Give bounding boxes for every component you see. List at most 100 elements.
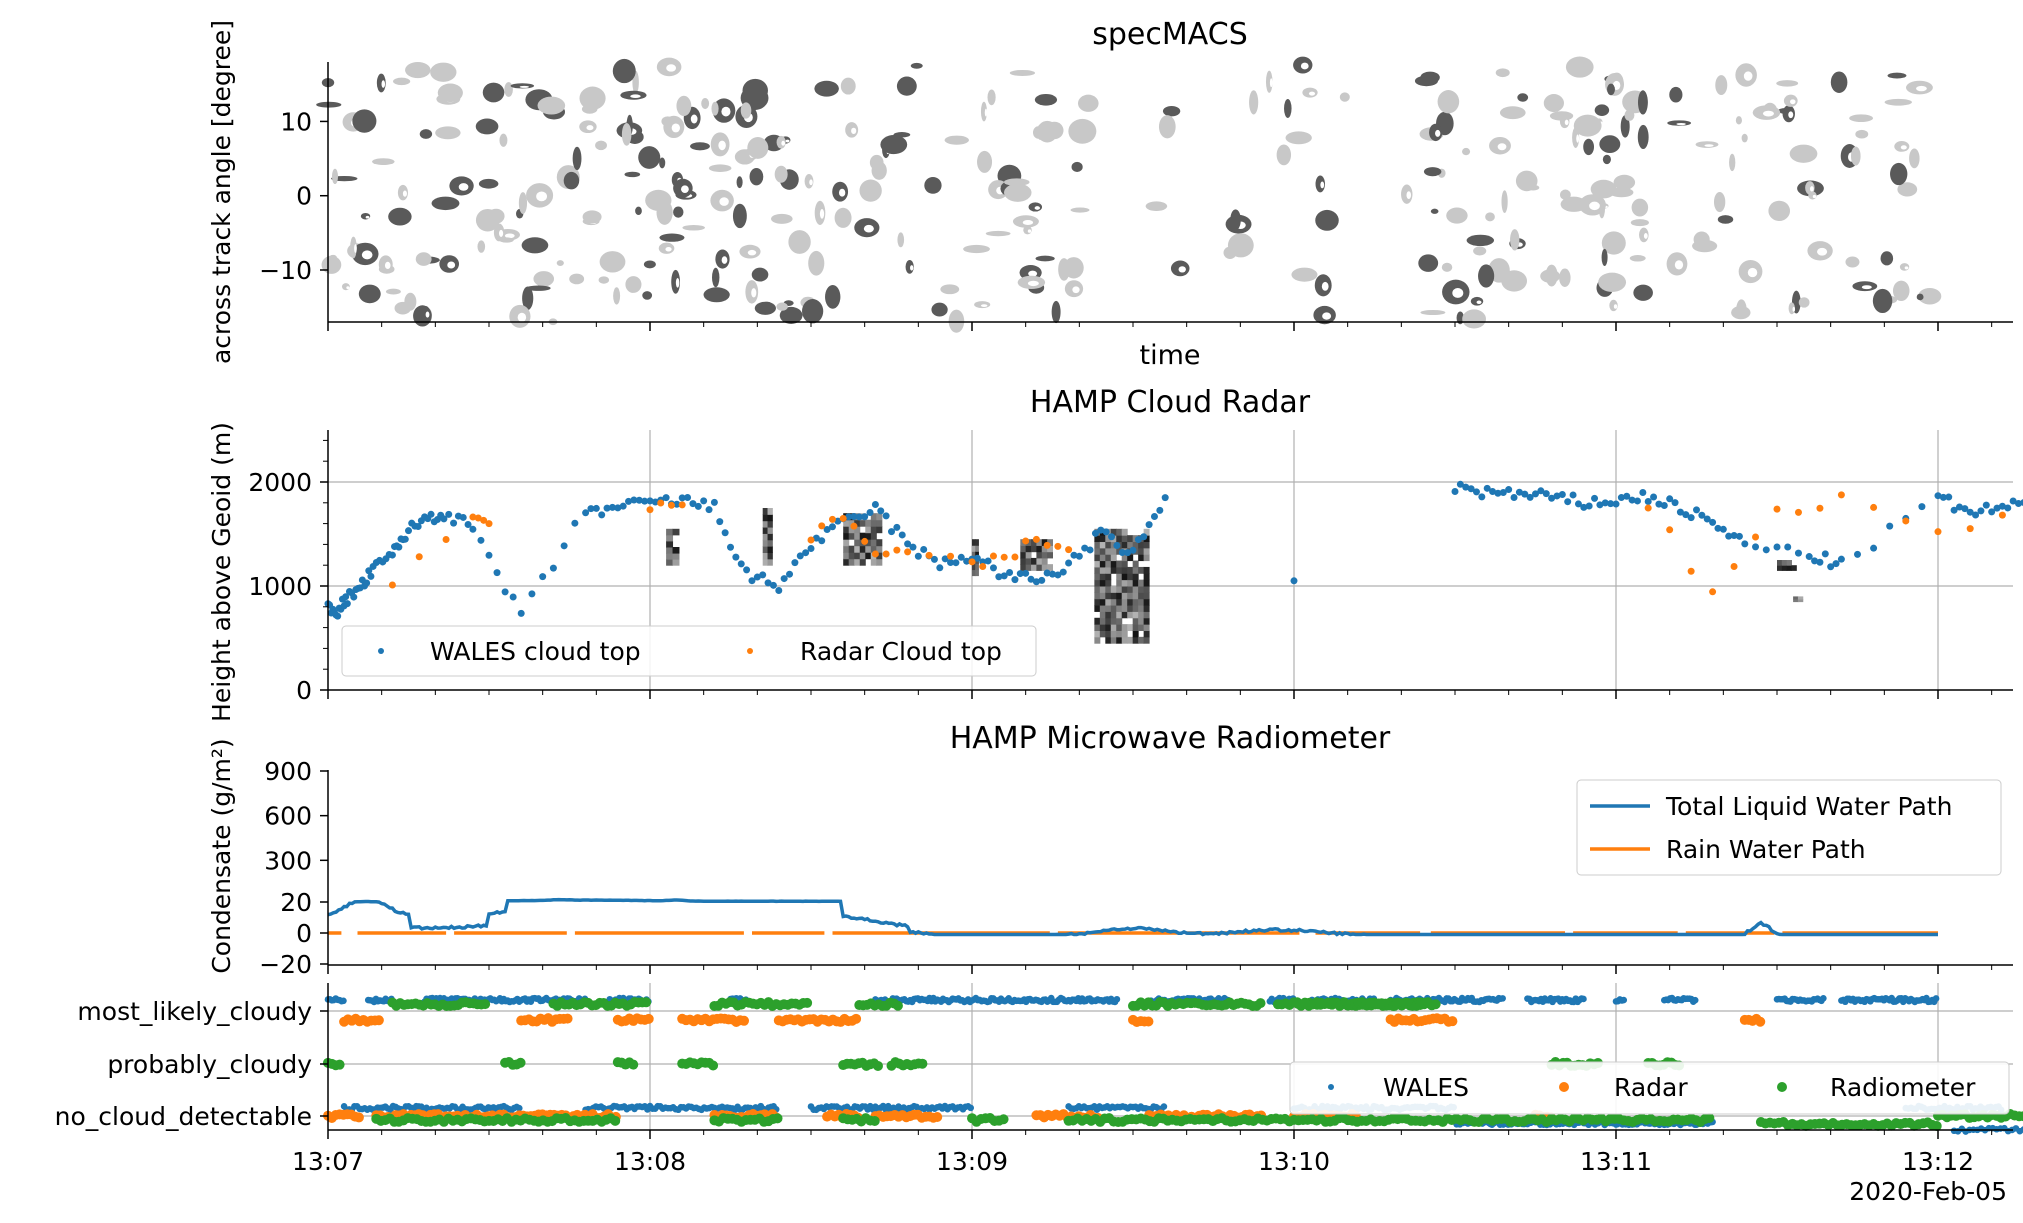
cloud-pixel xyxy=(711,267,720,288)
reflectivity-cell xyxy=(1132,566,1139,574)
reflectivity-cell xyxy=(672,559,680,566)
reflectivity-cell xyxy=(1138,554,1145,562)
reflectivity-cell xyxy=(1127,554,1134,562)
cloud-pixel xyxy=(1890,162,1908,186)
y-tick-label: −20 xyxy=(259,950,312,979)
flag-legend-wales-marker xyxy=(1328,1084,1334,1090)
reflectivity-cell xyxy=(848,545,855,553)
clear-gap xyxy=(499,229,504,237)
reflectivity-cell xyxy=(1041,539,1048,546)
wales-cloud-top-point xyxy=(1676,508,1684,516)
cloud-pixel xyxy=(825,285,841,309)
reflectivity-cell xyxy=(1110,630,1117,638)
clear-gap xyxy=(519,85,530,88)
cloud-pixel xyxy=(814,80,839,97)
cloud-pixel xyxy=(924,176,942,194)
cloud-pixel xyxy=(1249,90,1259,115)
reflectivity-cell xyxy=(1094,598,1101,606)
cloud-pixel xyxy=(487,208,505,224)
reflectivity-cell xyxy=(1143,605,1150,612)
wales-cloud-top-point xyxy=(342,593,350,601)
wales-cloud-top-point xyxy=(445,510,453,518)
cloud-pixel xyxy=(673,206,684,218)
wales-cloud-top-point xyxy=(716,518,724,526)
wales-cloud-top-point xyxy=(1655,500,1663,508)
wales-cloud-top-point xyxy=(1784,543,1792,551)
wales-cloud-top-point xyxy=(2004,504,2012,512)
wales-cloud-top-point xyxy=(984,557,992,565)
clear-gap xyxy=(630,94,641,99)
cloud-pixel xyxy=(572,146,582,171)
clear-gap xyxy=(1613,304,1618,309)
reflectivity-cell xyxy=(1110,547,1117,555)
cloud-pixel xyxy=(1526,184,1540,191)
radiometer-flag-point xyxy=(610,1115,621,1126)
reflectivity-cell xyxy=(859,532,866,540)
radar-flag-point xyxy=(643,1013,654,1024)
reflectivity-cell xyxy=(865,519,872,527)
reflectivity-cell xyxy=(1121,611,1128,619)
wales-cloud-top-point xyxy=(866,508,874,516)
reflectivity-cell xyxy=(1094,560,1101,568)
wales-cloud-top-point xyxy=(493,569,501,577)
clear-gap xyxy=(675,278,680,288)
radiometer-flag-point xyxy=(917,1058,928,1069)
cloud-pixel xyxy=(582,210,602,224)
cloud-pixel xyxy=(1768,200,1791,222)
wales-cloud-top-point xyxy=(898,531,906,539)
cloud-pixel xyxy=(1068,118,1097,144)
radiometer-flag-point xyxy=(515,1057,526,1068)
reflectivity-cell xyxy=(1121,605,1128,612)
cloud-pixel xyxy=(1692,239,1718,253)
reflectivity-cell xyxy=(1121,624,1128,631)
cloud-pixel xyxy=(388,207,412,226)
reflectivity-cell xyxy=(1094,592,1101,600)
cloud-pixel xyxy=(1845,256,1860,268)
reflectivity-cell xyxy=(865,532,872,540)
radar-cloud-top-point xyxy=(1998,511,2006,519)
cloud-pixel xyxy=(360,212,371,220)
cloud-pixel xyxy=(1629,255,1646,262)
wales-flag-point xyxy=(340,997,347,1005)
cloud-pixel xyxy=(419,129,433,139)
wales-cloud-top-point xyxy=(1065,559,1073,567)
wales-cloud-top-point xyxy=(710,498,718,506)
clear-gap xyxy=(851,127,857,134)
clear-gap xyxy=(1790,99,1796,105)
cloud-pixel xyxy=(1887,72,1907,79)
cloud-pixel xyxy=(1909,148,1920,169)
radar-cloud-top-point xyxy=(1011,553,1019,561)
cloud-pixel xyxy=(1599,135,1621,154)
wales-cloud-top-point xyxy=(769,581,777,589)
wales-flag-point xyxy=(1932,995,1940,1002)
cloud-pixel xyxy=(1446,207,1468,224)
radiometer-flag-point xyxy=(892,1000,903,1011)
wales-cloud-top-point xyxy=(694,502,702,510)
wales-cloud-top-point xyxy=(882,512,890,520)
cloud-pixel xyxy=(1620,115,1630,138)
flag-legend-box xyxy=(1289,1061,2010,1115)
y-tick-label: 300 xyxy=(264,846,312,875)
wales-cloud-top-point xyxy=(1918,503,1926,511)
cloud-pixel xyxy=(1631,198,1649,217)
wales-cloud-top-point xyxy=(1773,543,1781,551)
cloud-pixel xyxy=(802,299,824,324)
reflectivity-cell xyxy=(1777,560,1783,566)
reflectivity-cell xyxy=(854,519,861,527)
wales-cloud-top-point xyxy=(1526,493,1534,501)
cloud-pixel xyxy=(1437,90,1460,114)
radar-cloud-top-point xyxy=(989,552,997,560)
cloud-pixel xyxy=(1559,268,1571,287)
cloud-pixel xyxy=(569,273,585,285)
cloud-pixel xyxy=(1004,183,1032,202)
cloud-pixel xyxy=(896,76,917,96)
reflectivity-cell xyxy=(854,545,861,553)
wales-cloud-top-point xyxy=(469,525,477,533)
cloud-pixel xyxy=(1485,212,1495,222)
cloud-pixel xyxy=(788,230,811,254)
clear-gap xyxy=(680,185,689,193)
clear-gap xyxy=(447,261,456,269)
reflectivity-cell xyxy=(1797,596,1804,600)
wales-cloud-top-point xyxy=(1601,499,1609,507)
clear-gap xyxy=(1435,129,1441,137)
